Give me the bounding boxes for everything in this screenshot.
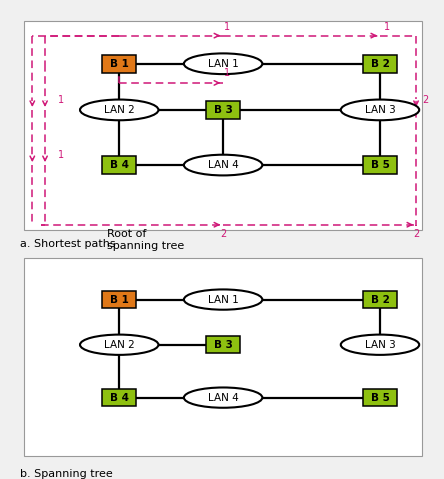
Text: B 3: B 3 xyxy=(214,340,233,350)
FancyBboxPatch shape xyxy=(102,55,136,72)
FancyBboxPatch shape xyxy=(206,101,240,119)
Text: 2: 2 xyxy=(220,229,226,239)
FancyBboxPatch shape xyxy=(102,156,136,174)
Text: 2: 2 xyxy=(422,95,428,105)
Text: Root of
spanning tree: Root of spanning tree xyxy=(107,228,184,251)
Ellipse shape xyxy=(184,53,262,74)
Text: B 5: B 5 xyxy=(371,160,389,170)
Text: B 2: B 2 xyxy=(371,59,389,69)
Text: 1: 1 xyxy=(224,68,230,78)
Text: 1: 1 xyxy=(58,95,64,105)
Text: LAN 3: LAN 3 xyxy=(365,340,395,350)
Text: B 4: B 4 xyxy=(110,160,129,170)
Text: B 1: B 1 xyxy=(110,59,129,69)
Text: LAN 2: LAN 2 xyxy=(104,105,135,115)
FancyBboxPatch shape xyxy=(363,156,397,174)
Ellipse shape xyxy=(80,335,159,355)
Text: LAN 3: LAN 3 xyxy=(365,105,395,115)
Text: 1: 1 xyxy=(384,22,390,32)
Ellipse shape xyxy=(184,388,262,408)
FancyBboxPatch shape xyxy=(363,55,397,72)
Text: LAN 2: LAN 2 xyxy=(104,340,135,350)
Ellipse shape xyxy=(341,335,419,355)
Text: 1: 1 xyxy=(224,22,230,32)
Text: B 4: B 4 xyxy=(110,393,129,403)
Text: LAN 4: LAN 4 xyxy=(208,393,238,403)
Text: 1: 1 xyxy=(58,150,64,160)
Ellipse shape xyxy=(80,100,159,120)
Text: B 3: B 3 xyxy=(214,105,233,115)
Text: B 1: B 1 xyxy=(110,295,129,305)
FancyBboxPatch shape xyxy=(363,291,397,308)
Text: 2: 2 xyxy=(413,229,419,239)
FancyBboxPatch shape xyxy=(102,291,136,308)
Text: b. Spanning tree: b. Spanning tree xyxy=(20,469,112,479)
Ellipse shape xyxy=(341,100,419,120)
Text: LAN 1: LAN 1 xyxy=(208,295,238,305)
Ellipse shape xyxy=(184,289,262,310)
Text: B 5: B 5 xyxy=(371,393,389,403)
FancyBboxPatch shape xyxy=(363,389,397,406)
Text: B 2: B 2 xyxy=(371,295,389,305)
FancyBboxPatch shape xyxy=(102,389,136,406)
Text: a. Shortest paths: a. Shortest paths xyxy=(20,240,115,250)
Ellipse shape xyxy=(184,155,262,175)
FancyBboxPatch shape xyxy=(206,336,240,354)
Text: LAN 4: LAN 4 xyxy=(208,160,238,170)
Text: LAN 1: LAN 1 xyxy=(208,59,238,69)
